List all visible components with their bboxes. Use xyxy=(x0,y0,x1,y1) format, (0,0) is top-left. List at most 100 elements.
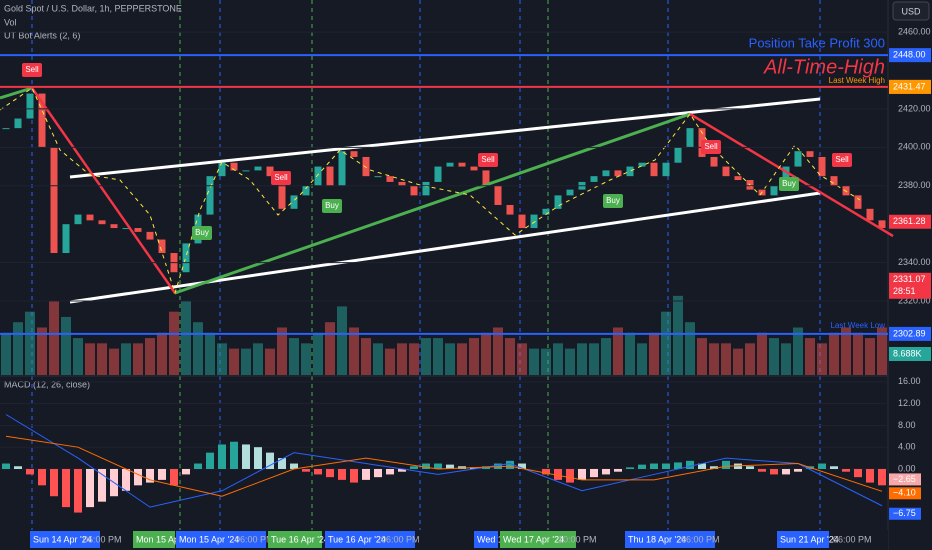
volume-bar xyxy=(109,348,119,375)
time-label-box xyxy=(500,531,576,548)
macd-bar xyxy=(578,468,586,480)
volume-bar xyxy=(289,338,299,375)
y-tick-label: 2320.00 xyxy=(898,295,931,305)
macd-bar xyxy=(830,466,838,469)
time-label-box xyxy=(474,531,498,548)
y-tick-label: 16.00 xyxy=(898,376,921,386)
volume-bar xyxy=(853,332,863,375)
volume-bar xyxy=(577,343,587,375)
volume-bar xyxy=(37,327,47,375)
volume-bar xyxy=(121,343,131,375)
last-week-low: Last Week Low xyxy=(830,321,885,330)
macd-bar xyxy=(866,468,874,483)
last-week-high: Last Week High xyxy=(829,76,885,85)
macd-bar xyxy=(326,468,334,478)
price-badge xyxy=(889,272,931,299)
signal-box xyxy=(192,226,212,240)
currency: USD xyxy=(901,6,921,16)
volume-bar xyxy=(625,332,635,375)
price-badge xyxy=(889,79,931,94)
volume-bar xyxy=(313,332,323,375)
candle xyxy=(482,170,490,186)
macd-bar xyxy=(170,468,178,486)
candle xyxy=(590,176,598,182)
macd-bar xyxy=(794,468,802,472)
macd-bar xyxy=(254,447,262,469)
candles xyxy=(1,93,887,375)
volume-bar xyxy=(601,338,611,375)
volume-bar xyxy=(265,348,275,375)
y-tick-label: 0.00 xyxy=(898,463,916,473)
volume-bar xyxy=(745,343,755,375)
macd-bar xyxy=(842,468,850,472)
volume-bar xyxy=(385,348,395,375)
time-label: 06:00 PM xyxy=(681,534,720,544)
volume-bar xyxy=(673,295,683,375)
macd-bar xyxy=(422,463,430,469)
volume-bar xyxy=(1,332,11,375)
time-label: 10:00 PM xyxy=(558,534,597,544)
candle xyxy=(218,162,226,177)
volume-bar xyxy=(841,327,851,375)
macd-bar xyxy=(542,468,550,475)
candle xyxy=(446,162,454,167)
candle xyxy=(62,224,70,254)
volume-bar xyxy=(337,306,347,375)
macd-bar xyxy=(182,468,190,475)
macd-bar xyxy=(650,463,658,469)
macd-bar xyxy=(566,468,574,483)
volume-bar xyxy=(397,343,407,375)
time-label: Sun 21 Apr '24 xyxy=(780,534,839,544)
time-label: Wed 17 Apr '24 xyxy=(503,534,564,544)
volume-bar xyxy=(637,343,647,375)
indicator-label: UT Bot Alerts (2, 6) xyxy=(4,30,80,40)
candle xyxy=(386,176,394,182)
macd-bar xyxy=(218,444,226,469)
signal-label: Sell xyxy=(704,142,718,151)
candle xyxy=(326,166,334,186)
time-label: Thu 18 Apr '24 xyxy=(628,534,686,544)
price-badge xyxy=(889,326,931,341)
volume-bar xyxy=(349,327,359,375)
candle xyxy=(374,176,382,178)
volume-bar xyxy=(529,348,539,375)
y-tick-label: 2400.00 xyxy=(898,142,931,152)
volume-bar xyxy=(865,338,875,375)
signal-label: Sell xyxy=(481,155,495,164)
time-label-box xyxy=(325,531,415,548)
volume-bar xyxy=(409,343,419,375)
macd-bar xyxy=(134,468,142,486)
price-badge xyxy=(889,48,931,63)
candle xyxy=(614,170,622,177)
y-tick-label: 4.00 xyxy=(898,442,916,452)
macd-bar xyxy=(62,468,70,508)
candle xyxy=(434,166,442,182)
currency-button[interactable] xyxy=(892,1,930,21)
macd-bar xyxy=(782,468,790,475)
volume-bar xyxy=(721,343,731,375)
volume-bar xyxy=(445,343,455,375)
macd-bar xyxy=(386,468,394,475)
candle xyxy=(254,166,262,171)
volume-bar xyxy=(769,338,779,375)
candle xyxy=(2,128,10,130)
y-tick-label: 2460.00 xyxy=(898,26,931,36)
candle xyxy=(770,185,778,196)
candle xyxy=(554,195,562,209)
candle xyxy=(626,166,634,177)
macd-bar xyxy=(98,468,106,502)
signal-box xyxy=(478,153,498,167)
macd-bar xyxy=(554,468,562,480)
volume-bar xyxy=(817,343,827,375)
volume-bar xyxy=(361,338,371,375)
candle xyxy=(530,214,538,229)
macd-bar xyxy=(206,452,214,469)
candle xyxy=(122,228,130,230)
macd-bar xyxy=(2,463,10,469)
signal-label: Buy xyxy=(325,201,339,210)
macd-bar xyxy=(506,460,514,469)
volume-bar xyxy=(781,343,791,375)
macd-bar xyxy=(662,463,670,469)
macd-bar xyxy=(38,468,46,486)
volume-bar xyxy=(133,343,143,375)
